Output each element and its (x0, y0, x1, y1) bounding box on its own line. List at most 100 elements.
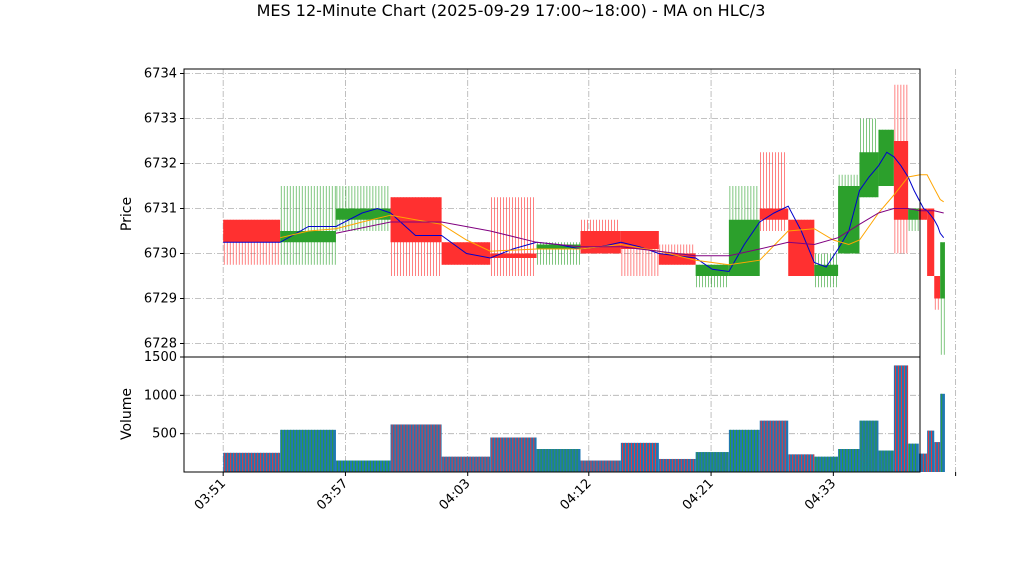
price-tick-label: 6732 (144, 157, 177, 172)
volume-bar (893, 365, 909, 472)
volume-bar-fill (814, 456, 839, 472)
candle (223, 219, 281, 265)
candle (620, 231, 659, 276)
volume-bar (223, 452, 281, 472)
candle-body (918, 208, 928, 220)
candle-body (788, 219, 815, 276)
candle (695, 264, 729, 288)
volume-bars-layer (223, 365, 945, 472)
volume-tick-label: 500 (152, 427, 177, 442)
x-tick-label: 04:03 (436, 476, 473, 513)
candle (893, 84, 909, 254)
candle-body (280, 231, 336, 243)
candle-body (759, 208, 789, 220)
price-tick-label: 6728 (144, 337, 177, 352)
volume-bar-fill (940, 393, 945, 472)
candle-body (878, 129, 894, 186)
volume-bar (927, 430, 935, 472)
volume-bar (859, 420, 879, 472)
candle-body (695, 264, 729, 276)
price-grid (184, 69, 957, 357)
volume-bar (788, 454, 815, 472)
volume-bar-fill (620, 442, 659, 472)
volume-bar-fill (658, 458, 696, 472)
candle-body (223, 219, 281, 243)
x-tick-label: 04:33 (802, 476, 839, 513)
volume-bar (658, 458, 696, 472)
price-panel-frame (183, 68, 921, 358)
candle (908, 208, 919, 231)
candle (335, 186, 391, 231)
candle (940, 242, 945, 355)
volume-bar (759, 420, 789, 472)
volume-bar (908, 443, 919, 472)
candle (859, 118, 879, 198)
candle-body (927, 208, 935, 276)
moving-average-line (335, 208, 944, 257)
price-tick-label: 6734 (144, 67, 177, 82)
candles-layer (223, 84, 945, 355)
volume-bar (441, 456, 491, 472)
volume-bar-fill (280, 429, 336, 472)
x-tick-label: 04:21 (680, 476, 717, 513)
volume-bar (814, 456, 839, 472)
candle (280, 186, 336, 265)
volume-bar (390, 424, 442, 472)
candle-body (814, 264, 839, 276)
candle (390, 197, 442, 276)
volume-bar (695, 452, 729, 472)
candle-body (859, 152, 879, 198)
x-tick-label: 04:12 (558, 476, 595, 513)
volume-bar (728, 429, 760, 472)
chart-title: MES 12-Minute Chart (2025-09-29 17:00~18… (257, 1, 766, 20)
x-tick-label: 03:57 (314, 476, 351, 513)
candle-body (536, 244, 581, 249)
candle-body (940, 242, 945, 299)
volume-tick-label: 1000 (144, 388, 177, 403)
volume-panel-frame (183, 356, 921, 473)
volume-bar (940, 393, 945, 472)
candle (788, 219, 815, 276)
price-axis-label: Price (119, 197, 135, 231)
volume-bar-fill (908, 443, 919, 472)
moving-average-line (280, 174, 944, 266)
volume-bar-fill (490, 437, 537, 472)
volume-y-axis: 500 1000 1500 (144, 350, 184, 442)
candle-body (838, 186, 860, 254)
candle (927, 208, 935, 276)
candle (490, 197, 537, 276)
volume-bar (280, 429, 336, 472)
volume-bar (878, 450, 894, 472)
candle (814, 253, 839, 288)
candle-body (908, 208, 919, 220)
candle (536, 242, 581, 265)
volume-bar (536, 449, 581, 472)
volume-bar (335, 460, 391, 472)
moving-average-line (223, 151, 945, 273)
candle-body (580, 231, 621, 254)
x-axis: 03:51 03:57 04:03 04:12 04:21 04:33 (192, 472, 957, 513)
volume-axis-label: Volume (119, 388, 135, 440)
candle-body (658, 253, 696, 265)
volume-bar-fill (441, 456, 491, 472)
candle-body (335, 208, 391, 220)
candle (838, 174, 860, 254)
volume-tick-label: 1500 (144, 350, 177, 365)
candle (878, 129, 894, 186)
candle-body (490, 253, 537, 258)
volume-bar-fill (927, 430, 935, 472)
price-tick-label: 6729 (144, 292, 177, 307)
volume-bar (838, 449, 860, 472)
volume-bar-fill (335, 460, 391, 472)
candle (934, 276, 941, 310)
moving-averages-layer (223, 151, 945, 273)
volume-bar-fill (934, 442, 941, 472)
volume-bar (620, 442, 659, 472)
volume-bar (490, 437, 537, 472)
volume-bar (934, 442, 941, 472)
price-y-axis: 6728 6729 6730 6731 6732 6733 6734 (144, 67, 184, 352)
volume-bar-fill (580, 460, 621, 472)
price-tick-label: 6731 (144, 202, 177, 217)
